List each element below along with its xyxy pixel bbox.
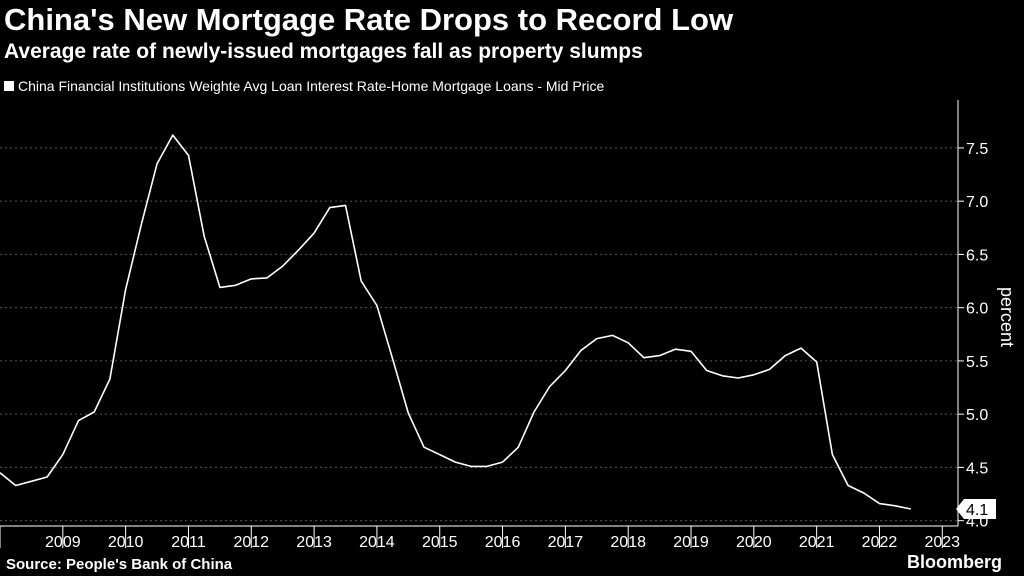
x-tick-label: 2013 [296,534,332,551]
last-value-badge [956,498,996,519]
axes [0,100,964,548]
x-tick-label: 2011 [171,534,206,551]
y-tick-labels: 4.0 4.5 5.0 5.5 6.0 6.5 7.0 7.5 [966,141,988,531]
last-value-label: 4.1 [956,498,996,519]
x-tick-label: 2017 [548,534,584,551]
x-tick-label: 2012 [233,534,269,551]
x-tick-labels: 2009 2010 2011 2012 2013 2014 2015 2016 2017 2018… [45,534,960,551]
y-tick-label: 7.0 [966,194,988,211]
x-tick-label: 2021 [799,534,835,551]
bloomberg-logo: Bloomberg [906,552,1002,572]
x-tick-label: 2014 [359,534,395,551]
legend-label: China Financial Institutions Weighte Avg… [18,78,605,94]
x-tick-label: 2016 [485,534,521,551]
y-tick-label: 6.5 [966,247,988,264]
x-tick-label: 2019 [673,534,709,551]
chart-title: China's New Mortgage Rate Drops to Recor… [4,2,734,37]
x-tick-label: 2018 [610,534,646,551]
x-tick-label: 2023 [924,534,960,551]
x-tick-label: 2020 [736,534,772,551]
chart-subtitle: Average rate of newly-issued mortgages f… [4,40,643,63]
x-tick-label: 2010 [108,534,144,551]
y-axis-label: percent [997,287,1017,347]
x-tick-label: 2015 [422,534,458,551]
y-tick-label: 7.5 [966,141,988,158]
last-value-text: 4.1 [966,502,988,519]
y-tick-label: 4.5 [966,460,988,477]
y-tick-label: 5.0 [966,407,988,424]
series-line-mortgage-rate [0,134,912,510]
legend-swatch [4,81,14,91]
series-layer: 4.1 [0,134,996,519]
x-tick-label: 2022 [862,534,898,551]
y-tick-label: 6.0 [966,301,988,318]
gridlines [0,147,958,522]
source-note: Source: People's Bank of China [6,556,233,573]
y-tick-label: 5.5 [966,354,988,371]
y-tick-label: 4.0 [966,514,988,531]
legend: China Financial Institutions Weighte Avg… [4,78,604,94]
x-tick-label: 2009 [45,534,81,551]
